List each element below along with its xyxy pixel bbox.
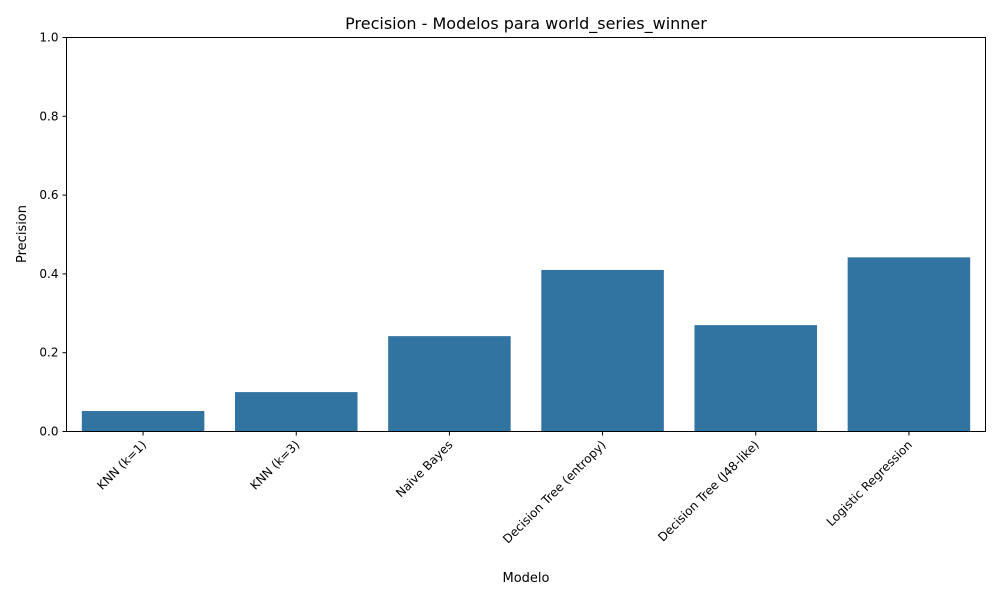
x-axis-ticks: KNN (k=1) KNN (k=3) Naive Bayes Decision Tr…: [94, 431, 915, 547]
x-tick-label: Naive Bayes: [393, 438, 455, 500]
bars-group: [81, 257, 971, 432]
chart-title: Precision - Modelos para world_series_wi…: [345, 14, 707, 34]
bar: [694, 325, 818, 432]
y-tick-label: 0.2: [39, 346, 58, 360]
x-tick-label: Decision Tree (entropy): [500, 438, 609, 547]
bar: [388, 336, 511, 432]
plot-frame: [66, 37, 986, 432]
y-tick-label: 0.4: [39, 267, 58, 281]
x-tick-label: KNN (k=1): [94, 438, 149, 493]
y-tick-label: 0.6: [39, 188, 58, 202]
x-tick-label: Logistic Regression: [824, 438, 915, 529]
y-axis-label: Precision: [15, 205, 30, 263]
bar: [234, 392, 358, 432]
x-axis-label: Modelo: [503, 571, 550, 586]
bar: [81, 411, 205, 432]
bar: [541, 269, 664, 432]
y-tick-label: 0.0: [39, 425, 58, 439]
y-tick-label: 0.8: [39, 109, 58, 123]
x-tick-label: KNN (k=3): [247, 438, 302, 493]
x-tick-label: Decision Tree (J48-like): [655, 438, 762, 545]
y-tick-label: 1.0: [39, 31, 58, 45]
y-axis-ticks: 0.0 0.2 0.4 0.6 0.8 1.0: [39, 31, 67, 439]
bar: [847, 257, 971, 432]
